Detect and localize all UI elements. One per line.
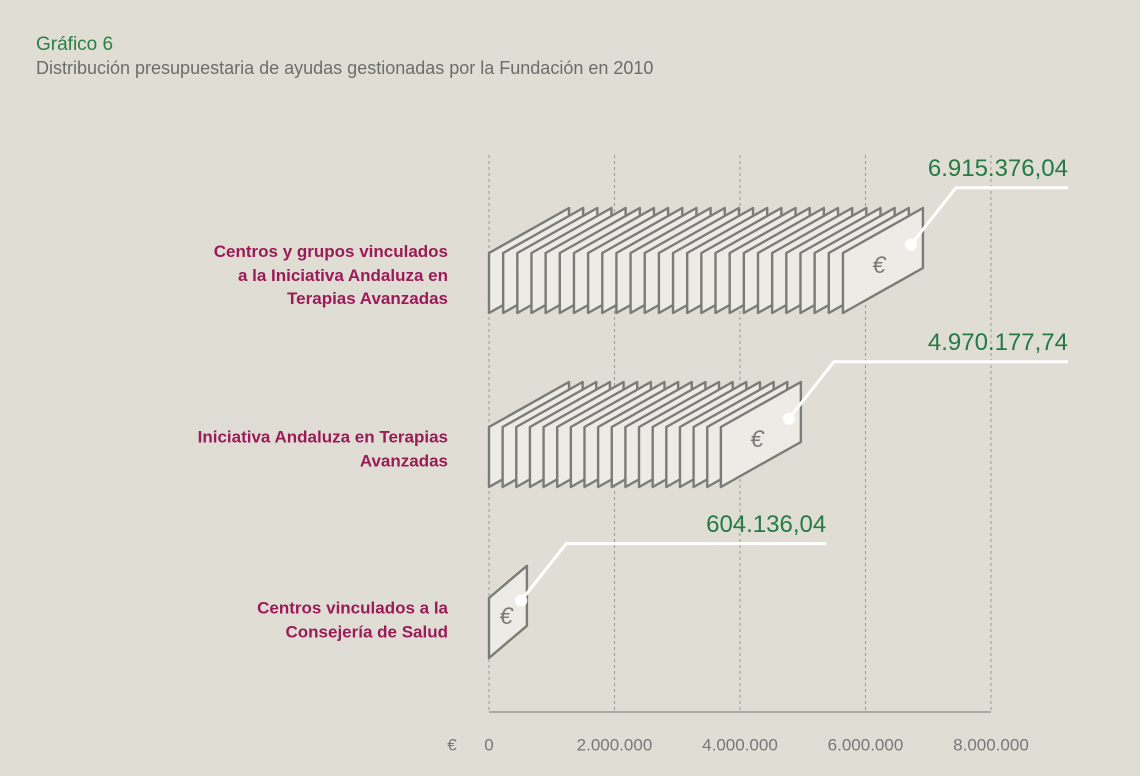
chart: Gráfico 6 Distribución presupuestaria de…: [0, 0, 1140, 776]
bill-symbol: €: [872, 252, 887, 279]
leader-dot: [783, 413, 795, 425]
leader-line: [521, 544, 826, 601]
category-label: Centros y grupos vinculados a la Iniciat…: [68, 240, 448, 311]
x-tick-label: 0: [484, 735, 493, 754]
bill-symbol: €: [750, 426, 765, 453]
leader-line: [789, 362, 1068, 419]
value-label: 6.915.376,04: [928, 155, 1068, 182]
leader-line: [911, 188, 1068, 245]
x-tick-label: 8.000.000: [953, 735, 1029, 754]
value-label: 604.136,04: [706, 511, 826, 538]
x-tick-label: 4.000.000: [702, 735, 778, 754]
x-tick-label: 2.000.000: [577, 735, 653, 754]
bill-stack: [489, 208, 923, 313]
axis-unit: €: [447, 735, 457, 754]
plot: € 0 2.000.000 4.000.000 6.000.000 8.000.000 €…: [0, 0, 1140, 776]
value-label: 4.970.177,74: [928, 329, 1068, 356]
leader-dot: [515, 595, 527, 607]
category-label: Centros vinculados a la Consejería de Sa…: [68, 597, 448, 644]
category-label: Iniciativa Andaluza en Terapias Avanzada…: [68, 426, 448, 473]
x-tick-label: 6.000.000: [828, 735, 904, 754]
bill-symbol: €: [499, 603, 514, 630]
leader-dot: [905, 239, 917, 251]
